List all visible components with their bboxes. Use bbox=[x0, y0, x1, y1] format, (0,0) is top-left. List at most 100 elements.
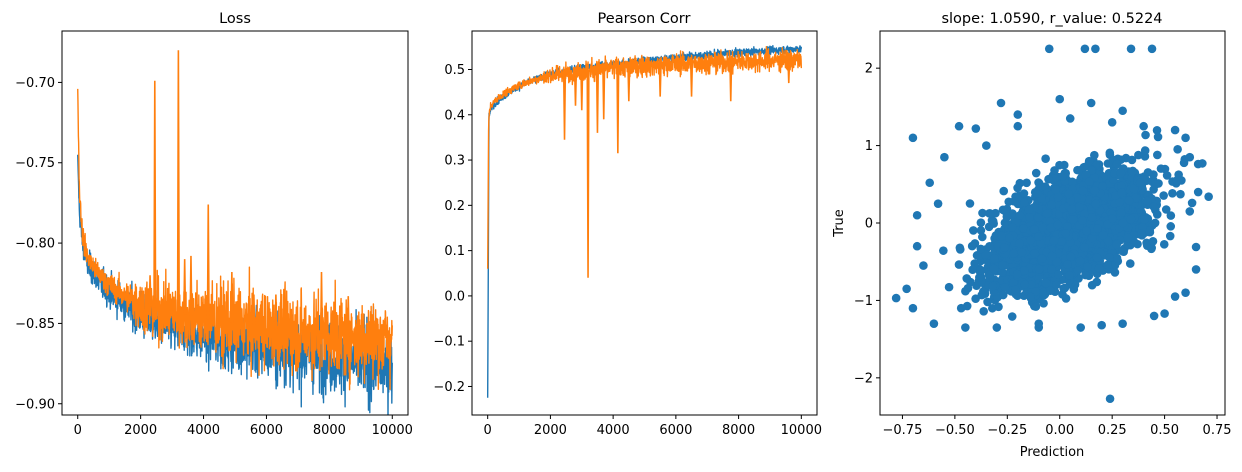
scatter-chart-point-0 bbox=[1044, 44, 1054, 54]
scatter-chart-cloud-point bbox=[1047, 200, 1057, 210]
pearson-corr-chart-series-validation-spike-1 bbox=[586, 70, 590, 278]
scatter-chart-cloud-point bbox=[1126, 214, 1136, 224]
scatter-chart-cloud-point bbox=[1024, 205, 1034, 214]
scatter-chart-cloud-point bbox=[962, 274, 972, 283]
scatter-chart-cloud-point bbox=[1173, 144, 1182, 154]
scatter-chart-cloud-point bbox=[1009, 249, 1019, 258]
scatter-chart-cloud-point bbox=[1112, 159, 1122, 169]
scatter-chart-cloud-point bbox=[988, 281, 998, 291]
scatter-chart-cloud-point bbox=[1129, 184, 1139, 194]
pearson-corr-chart-axes: 0 2000 4000 6000 8000 10000 −0.2 −0.1 0.0 0.1 0.2 0… bbox=[433, 30, 822, 438]
scatter-chart-cloud-point bbox=[1005, 233, 1014, 243]
scatter-chart-cloud-point bbox=[1046, 286, 1055, 295]
scatter-chart-cloud-point bbox=[1084, 156, 1094, 166]
pearson-corr-chart-ytick-label-1: −0.1 bbox=[433, 335, 465, 350]
scatter-chart-cloud-point bbox=[1140, 215, 1149, 225]
scatter-chart-cloud-point bbox=[1149, 202, 1159, 212]
scatter-chart-point-22 bbox=[1118, 106, 1127, 116]
scatter-chart-cloud-point bbox=[1176, 189, 1185, 199]
loss-chart-series-validation-spike-7 bbox=[183, 259, 187, 315]
scatter-chart-point-3 bbox=[1126, 44, 1136, 54]
scatter-chart-cloud-point bbox=[1112, 240, 1121, 250]
scatter-chart-marks bbox=[891, 44, 1213, 404]
scatter-chart-cloud-point bbox=[1019, 224, 1029, 233]
scatter-chart-cloud-point bbox=[1098, 182, 1107, 191]
scatter-chart-cloud-point bbox=[1105, 253, 1114, 262]
scatter-chart-cloud-point bbox=[1081, 270, 1090, 280]
scatter-chart-cloud-point bbox=[1033, 213, 1043, 222]
scatter-chart-cloud-point bbox=[1009, 278, 1018, 287]
scatter-chart-cloud-point bbox=[1011, 285, 1020, 295]
pearson-corr-chart-series-validation-spike-6 bbox=[729, 61, 733, 102]
scatter-chart-cloud-point bbox=[998, 290, 1008, 300]
scatter-chart-cloud-point bbox=[1000, 283, 1010, 292]
scatter-chart-cloud-point bbox=[1034, 264, 1044, 274]
scatter-chart-cloud-point bbox=[1047, 251, 1057, 261]
scatter-chart-cloud-point bbox=[994, 302, 1003, 312]
scatter-chart-cloud-point bbox=[997, 231, 1006, 241]
scatter-chart-cloud-point bbox=[1047, 265, 1056, 274]
loss-chart-series-validation-spike-8 bbox=[252, 294, 256, 327]
scatter-chart-point-27 bbox=[992, 323, 1002, 332]
scatter-chart-cloud-point bbox=[978, 208, 987, 218]
pearson-corr-chart-series-validation-spike-11 bbox=[787, 59, 791, 84]
scatter-chart-cloud-point bbox=[1147, 244, 1156, 254]
scatter-chart-ytick-label-3: 1 bbox=[865, 139, 873, 154]
loss-chart-axes: 0 2000 4000 6000 8000 10000 −0.90 −0.85 −0.80 −0.… bbox=[15, 30, 413, 438]
scatter-chart-cloud-point bbox=[1064, 189, 1073, 199]
scatter-chart-cloud-point bbox=[1159, 240, 1169, 249]
scatter-chart-cloud-point bbox=[1141, 130, 1150, 140]
scatter-chart-cloud-point bbox=[978, 232, 987, 242]
scatter-chart-point-26 bbox=[961, 323, 970, 332]
scatter-chart-point-7 bbox=[891, 293, 901, 303]
pearson-corr-chart-xtick-label-3: 6000 bbox=[659, 423, 692, 438]
scatter-chart-cloud-point bbox=[985, 242, 994, 251]
pearson-corr-chart-ytick-label-2: 0.0 bbox=[444, 289, 465, 304]
scatter-chart-cloud-point bbox=[1093, 224, 1102, 233]
scatter-chart-cloud-point bbox=[1002, 212, 1012, 222]
scatter-chart-point-46 bbox=[1170, 292, 1180, 301]
scatter-chart-point-8 bbox=[1204, 192, 1213, 201]
scatter-chart-point-17 bbox=[996, 98, 1006, 108]
scatter-chart-point-47 bbox=[1034, 319, 1044, 328]
loss-chart-series-validation-line bbox=[77, 88, 393, 391]
scatter-chart-cloud-point bbox=[985, 209, 995, 218]
scatter-chart-cloud-point bbox=[1140, 146, 1150, 155]
pearson-corr-chart-frame bbox=[471, 30, 818, 416]
pearson-corr-chart-series-validation-spike-7 bbox=[627, 66, 631, 102]
scatter-chart-cloud-point bbox=[1013, 183, 1022, 193]
scatter-chart-cloud-point bbox=[965, 199, 975, 208]
loss-chart-ytick-label-4: −0.70 bbox=[15, 76, 55, 91]
pearson-corr-chart-title: Pearson Corr bbox=[598, 11, 691, 27]
scatter-chart-point-32 bbox=[1160, 309, 1169, 318]
scatter-chart-cloud-point bbox=[971, 294, 980, 304]
scatter-chart-point-33 bbox=[1181, 288, 1190, 297]
scatter-chart-cloud-point bbox=[1131, 193, 1141, 203]
scatter-chart-cloud-point bbox=[1135, 178, 1145, 188]
pearson-corr-chart-marks bbox=[486, 44, 803, 398]
scatter-chart-cloud-point bbox=[1162, 171, 1172, 180]
scatter-chart-cloud-point bbox=[1017, 248, 1027, 257]
scatter-chart-cloud-point bbox=[1151, 180, 1160, 189]
scatter-chart-point-14 bbox=[925, 178, 935, 188]
scatter-chart-point-38 bbox=[1185, 207, 1195, 216]
scatter-chart-point-23 bbox=[902, 284, 911, 294]
pearson-corr-chart-series-validation-spike-8 bbox=[658, 64, 662, 97]
scatter-chart-cloud-point bbox=[1092, 253, 1102, 262]
scatter-chart-cloud-point bbox=[968, 265, 977, 275]
scatter-chart-cloud-point bbox=[1103, 159, 1113, 168]
loss-chart-xtick-label-0: 0 bbox=[74, 423, 82, 438]
scatter-chart-cloud-point bbox=[1026, 292, 1035, 302]
scatter-chart-cloud-point bbox=[1030, 225, 1039, 234]
scatter-chart-cloud-point bbox=[1110, 169, 1119, 178]
pearson-corr-chart-series-validation-spike-0 bbox=[562, 73, 567, 140]
scatter-chart-cloud-point bbox=[1066, 252, 1076, 261]
scatter-chart-point-13 bbox=[1170, 125, 1180, 135]
scatter-chart-cloud-point bbox=[954, 260, 964, 269]
scatter-chart-cloud-point bbox=[1153, 132, 1163, 142]
scatter-chart-cloud-point bbox=[1118, 218, 1128, 228]
scatter-chart-cloud-point bbox=[1150, 218, 1160, 228]
scatter-chart-cloud-point bbox=[1000, 243, 1009, 252]
scatter-chart-point-39 bbox=[1193, 187, 1203, 197]
scatter-chart-cloud-point bbox=[1090, 186, 1100, 195]
